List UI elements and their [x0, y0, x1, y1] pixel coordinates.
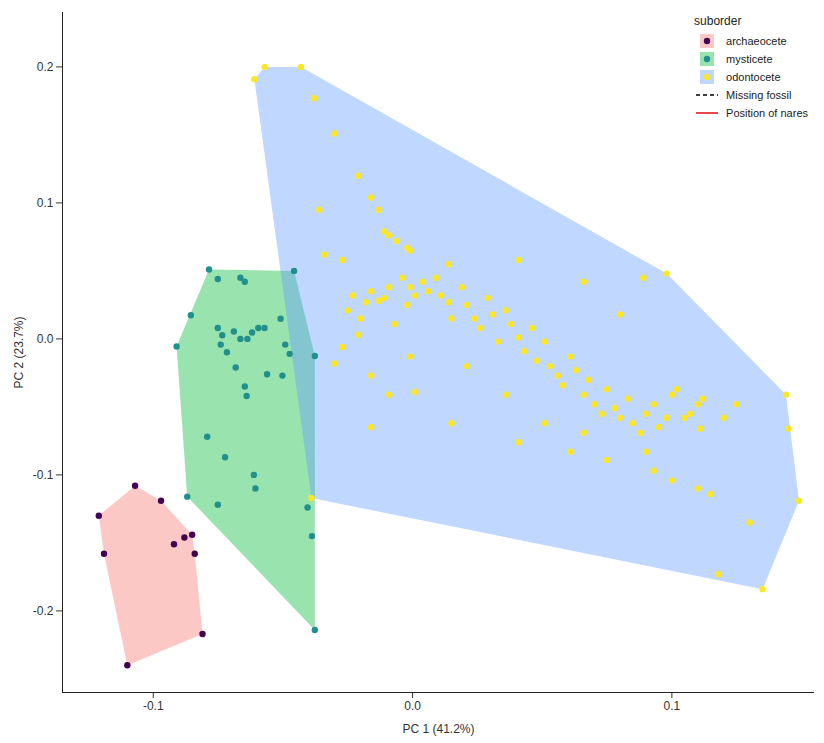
- html-text:odontocete: odontocete: [726, 71, 781, 83]
- html-text:archaeocete: archaeocete: [726, 35, 787, 47]
- svg-text:0.2: 0.2: [37, 60, 54, 74]
- svg-text:PC 2 (23.7%): PC 2 (23.7%): [12, 316, 26, 388]
- svg-text:0.0: 0.0: [37, 332, 54, 346]
- html-text:Position of nares: Position of nares: [726, 107, 808, 119]
- html-text:mysticete: mysticete: [726, 53, 773, 65]
- svg-text:-0.1: -0.1: [33, 468, 54, 482]
- svg-text:PC 1 (41.2%): PC 1 (41.2%): [402, 722, 474, 736]
- svg-text:-0.2: -0.2: [33, 604, 54, 618]
- svg-text:0.1: 0.1: [664, 699, 681, 713]
- svg-text:0.0: 0.0: [404, 699, 421, 713]
- svg-text:-0.1: -0.1: [143, 699, 164, 713]
- html-text:Missing fossil: Missing fossil: [726, 89, 792, 101]
- svg-text:0.1: 0.1: [37, 196, 54, 210]
- html-text:suborder: suborder: [694, 14, 742, 28]
